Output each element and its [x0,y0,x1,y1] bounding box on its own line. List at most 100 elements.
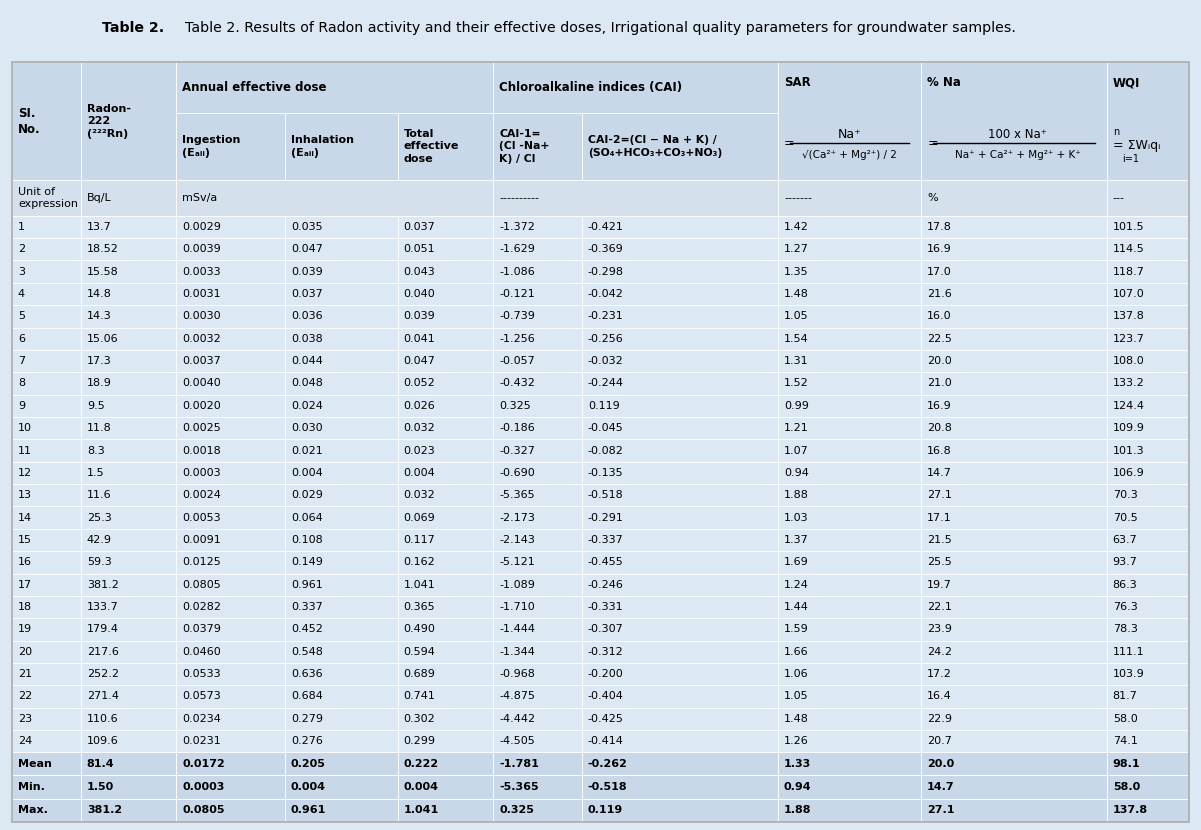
Bar [1107,328,1189,350]
Bar [494,529,582,551]
Bar [80,461,177,484]
Bar [778,439,921,461]
Text: 0.0003: 0.0003 [183,782,225,792]
Text: -0.032: -0.032 [587,356,623,366]
Bar [582,328,778,350]
Text: 0.064: 0.064 [291,513,323,523]
Text: 0.047: 0.047 [291,244,323,254]
Text: 103.9: 103.9 [1112,669,1145,679]
Text: -4.505: -4.505 [500,736,534,746]
Bar [494,238,582,261]
Text: 8: 8 [18,378,25,388]
Bar [80,529,177,551]
Text: 0.162: 0.162 [404,557,435,568]
Text: -1.444: -1.444 [500,624,534,634]
Text: 0.689: 0.689 [404,669,436,679]
Bar [494,461,582,484]
Bar [177,574,285,596]
Text: Table 2.: Table 2. [102,21,165,35]
Bar [80,618,177,641]
Text: -1.629: -1.629 [500,244,534,254]
Bar [80,596,177,618]
Bar [12,305,80,328]
Bar [12,708,80,730]
Bar [398,484,494,506]
Bar [12,283,80,305]
Text: Annual effective dose: Annual effective dose [183,81,327,94]
Bar [177,663,285,686]
Text: 252.2: 252.2 [86,669,119,679]
Bar [778,484,921,506]
Text: 0.0033: 0.0033 [183,266,221,276]
Text: 7: 7 [18,356,25,366]
Bar [12,730,80,752]
Bar [921,798,1107,822]
Bar [778,216,921,238]
Text: -0.404: -0.404 [587,691,623,701]
Text: 0.0091: 0.0091 [183,535,221,545]
Bar [1107,752,1189,775]
Text: 22.5: 22.5 [927,334,952,344]
Text: -0.262: -0.262 [587,759,628,769]
Bar [921,775,1107,798]
Text: -0.082: -0.082 [587,446,623,456]
Bar [80,798,177,822]
Text: 76.3: 76.3 [1112,602,1137,612]
Text: -0.231: -0.231 [587,311,623,321]
Text: 21: 21 [18,669,32,679]
Bar [177,686,285,708]
Text: 16.9: 16.9 [927,401,952,411]
Bar [1107,730,1189,752]
Bar [582,798,778,822]
Bar [12,641,80,663]
Text: -5.121: -5.121 [500,557,534,568]
Bar [582,529,778,551]
Text: n: n [1112,127,1119,137]
Bar [582,775,778,798]
Text: Unit of
expression: Unit of expression [18,187,78,209]
Bar [398,238,494,261]
Bar [1107,574,1189,596]
Text: 0.222: 0.222 [404,759,438,769]
Bar [582,238,778,261]
Text: 0.0032: 0.0032 [183,334,221,344]
Text: % Na: % Na [927,76,961,89]
Text: 0.119: 0.119 [587,805,623,815]
Text: 109.6: 109.6 [86,736,119,746]
Text: 17: 17 [18,579,32,589]
Bar [921,551,1107,574]
Text: 1.88: 1.88 [784,491,808,500]
Bar [398,261,494,283]
Text: 1.06: 1.06 [784,669,808,679]
Bar [177,775,285,798]
Bar [177,216,285,238]
Text: 0.038: 0.038 [291,334,323,344]
Text: 0.299: 0.299 [404,736,436,746]
Bar [80,394,177,417]
Text: -0.186: -0.186 [500,423,534,433]
Bar [285,305,398,328]
Bar [12,775,80,798]
Bar [285,373,398,394]
Bar [285,686,398,708]
Text: 1.05: 1.05 [784,691,808,701]
Text: CAI-2=(Cl − Na + K) /
(SO₄+HCO₃+CO₃+NO₃): CAI-2=(Cl − Na + K) / (SO₄+HCO₃+CO₃+NO₃) [587,135,722,158]
Text: 81.4: 81.4 [86,759,114,769]
Bar [80,350,177,373]
Text: 0.051: 0.051 [404,244,435,254]
Text: 0.029: 0.029 [291,491,323,500]
Text: 0.94: 0.94 [784,782,812,792]
Text: -1.781: -1.781 [500,759,539,769]
Text: 0.026: 0.026 [404,401,435,411]
Bar [177,328,285,350]
Bar [582,551,778,574]
Text: -4.875: -4.875 [500,691,534,701]
Text: 1.44: 1.44 [784,602,808,612]
Text: 100 x Na⁺: 100 x Na⁺ [988,128,1047,141]
Bar [80,439,177,461]
Text: 133.7: 133.7 [86,602,119,612]
Bar [778,261,921,283]
Bar [177,506,285,529]
Text: -0.739: -0.739 [500,311,534,321]
Bar [921,686,1107,708]
